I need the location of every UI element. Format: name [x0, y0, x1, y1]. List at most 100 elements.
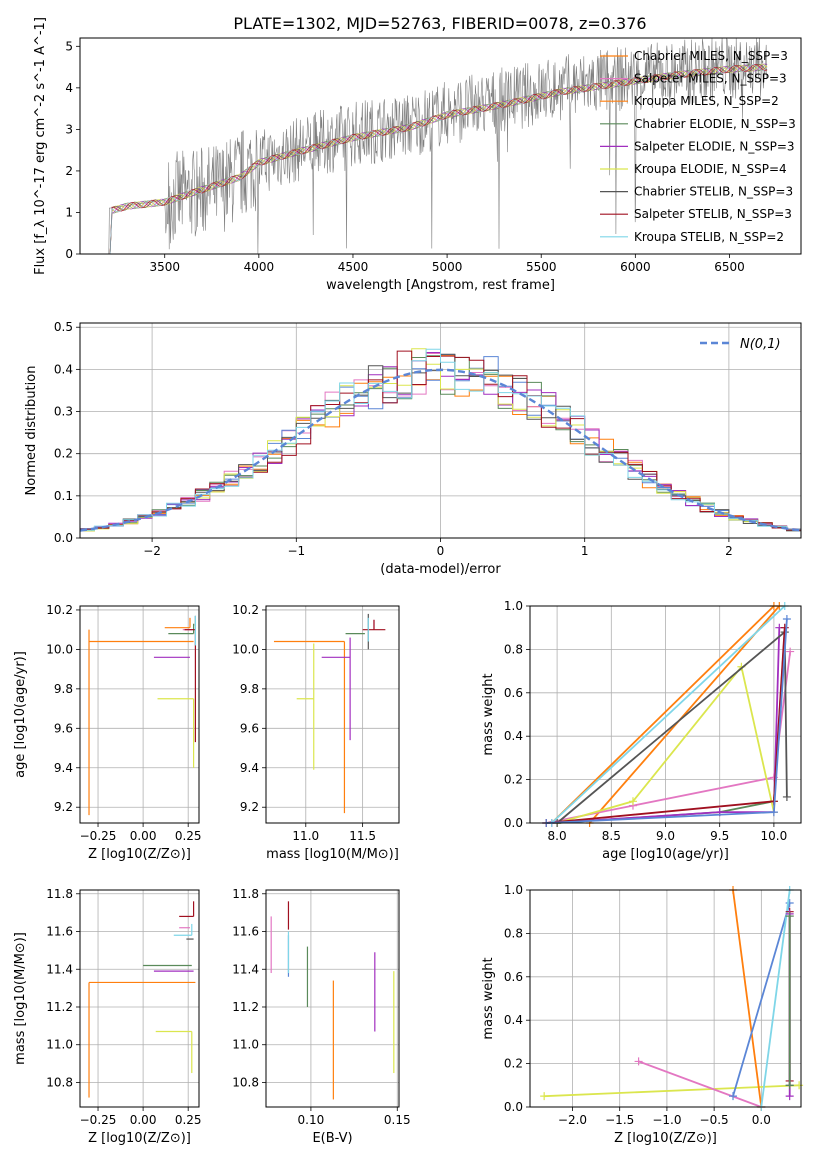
- legend-label: Chabrier STELIB, N_SSP=3: [634, 185, 793, 199]
- x-tick-label: −2.0: [558, 1113, 587, 1127]
- x-tick-label: 0.25: [175, 829, 202, 843]
- y-tick-label: 9.8: [54, 682, 73, 696]
- y-tick-label: 10.2: [46, 603, 73, 617]
- figure-title: PLATE=1302, MJD=52763, FIBERID=0078, z=0…: [233, 14, 646, 33]
- y-tick-label: 0.2: [504, 1057, 523, 1071]
- y-tick-label: 0.4: [504, 1013, 523, 1027]
- y-tick-label: 0.0: [504, 1100, 523, 1114]
- y-tick-label: 0.5: [54, 320, 73, 334]
- x-tick-label: −1.0: [652, 1113, 681, 1127]
- x-tick-label: 0.15: [384, 1113, 411, 1127]
- legend-label: Salpeter STELIB, N_SSP=3: [634, 207, 792, 221]
- x-tick-label: 5500: [526, 260, 557, 274]
- axes-frame: [79, 889, 200, 1108]
- weight-series-line: [544, 1084, 800, 1098]
- x-tick-label: 0.00: [130, 1113, 157, 1127]
- x-tick-label: −1.5: [605, 1113, 634, 1127]
- y-axis-label: mass [log10(M/M⊙)]: [13, 932, 28, 1065]
- y-tick-label: 2: [65, 164, 73, 178]
- x-tick-label: 9.5: [710, 829, 729, 843]
- model-spectrum-line: [108, 64, 768, 255]
- y-tick-label: 0.4: [504, 729, 523, 743]
- y-tick-label: 9.8: [240, 682, 259, 696]
- x-tick-label: 11.5: [349, 829, 376, 843]
- legend-label: Kroupa MILES, N_SSP=2: [634, 94, 779, 108]
- x-tick-label: −2: [143, 544, 161, 558]
- x-tick-label: 10.0: [761, 829, 788, 843]
- weight-marker: [785, 899, 794, 908]
- y-tick-label: 11.0: [232, 1038, 259, 1052]
- weight-series-line: [551, 627, 781, 824]
- y-tick-label: 0: [65, 247, 73, 261]
- x-tick-label: −0.5: [700, 1113, 729, 1127]
- x-tick-label: 8.5: [602, 829, 621, 843]
- y-axis-label: Flux [f_λ 10^-17 erg cm^-2 s^-1 A^-1]: [33, 17, 48, 275]
- y-tick-label: 9.4: [54, 761, 73, 775]
- x-tick-label: 0.10: [298, 1113, 325, 1127]
- x-axis-label: Z [log10(Z/Z⊙)]: [614, 1131, 717, 1146]
- y-tick-label: 11.8: [232, 887, 259, 901]
- axes-frame: [79, 37, 802, 255]
- y-tick-label: 9.4: [240, 761, 259, 775]
- y-tick-label: 0.2: [54, 447, 73, 461]
- y-tick-label: 4: [65, 81, 73, 95]
- axes-frame: [79, 322, 802, 539]
- x-axis-label: age [log10(age/yr)]: [602, 847, 729, 862]
- y-tick-label: 10.2: [232, 603, 259, 617]
- y-tick-label: 3: [65, 122, 73, 136]
- legend-label: N(0,1): [740, 337, 781, 352]
- axes-frame: [265, 889, 400, 1108]
- weight-marker: [769, 808, 778, 817]
- weight-marker: [785, 1092, 794, 1101]
- x-axis-label: Z [log10(Z/Z⊙)]: [88, 1131, 191, 1146]
- axes-frame: [529, 605, 802, 824]
- weight-series-line: [551, 605, 775, 824]
- weight-series-line: [760, 889, 791, 1108]
- weight-series-line: [556, 630, 788, 824]
- age-vs-mass-panel: 11.0 11.5 9.2 9.4 9.6 9.8 10.0 10.2 mass [log10(…: [232, 603, 400, 862]
- y-tick-label: 10.0: [232, 642, 259, 656]
- y-tick-label: 11.8: [46, 887, 73, 901]
- mass-vs-extinction-panel: 0.10 0.15 10.8 11.0 11.2 11.4 11.6 11.8 E(B-V): [232, 887, 410, 1146]
- weight-marker: [785, 912, 794, 921]
- model-spectrum-line: [108, 63, 768, 255]
- x-tick-label: 5000: [432, 260, 463, 274]
- weight-marker: [780, 623, 789, 632]
- x-tick-label: 9.0: [656, 829, 675, 843]
- weight-marker: [729, 1092, 738, 1101]
- y-tick-label: 11.4: [232, 962, 259, 976]
- weight-series-line: [588, 605, 780, 824]
- weight-series-line: [638, 1060, 762, 1108]
- weight-series-line: [732, 889, 763, 1108]
- x-tick-label: 0.0: [752, 1113, 771, 1127]
- x-tick-label: 11.0: [292, 829, 319, 843]
- axes-frame: [265, 605, 400, 824]
- y-tick-label: 1.0: [504, 599, 523, 613]
- x-tick-label: 0.25: [175, 1113, 202, 1127]
- legend-label: Kroupa ELODIE, N_SSP=4: [634, 162, 787, 176]
- x-tick-label: 6500: [714, 260, 745, 274]
- axes-frame: [529, 889, 802, 1108]
- x-tick-label: 0: [437, 544, 445, 558]
- y-axis-label: age [log10(age/yr)]: [13, 651, 28, 778]
- weight-series-line: [556, 664, 775, 824]
- x-tick-label: 4000: [244, 260, 275, 274]
- weight-vs-age-panel: 8.0 8.5 9.0 9.5 10.0 0.0 0.2 0.4 0.6 0.8 1.0 age [l…: [481, 599, 802, 862]
- x-tick-label: −0.25: [80, 1113, 117, 1127]
- y-tick-label: 0.2: [504, 773, 523, 787]
- y-tick-label: 0.6: [504, 970, 523, 984]
- y-tick-label: 9.2: [240, 800, 259, 814]
- residual-histogram-panel: −2 −1 0 1 2 0.0 0.1 0.2 0.3 0.4 0.5 (data-model)/er…: [24, 320, 802, 577]
- x-axis-label: wavelength [Angstrom, rest frame]: [326, 278, 555, 293]
- y-tick-label: 11.2: [232, 1000, 259, 1014]
- x-tick-label: 3500: [149, 260, 180, 274]
- legend-label: Salpeter ELODIE, N_SSP=3: [634, 139, 795, 153]
- y-tick-label: 1.0: [504, 883, 523, 897]
- y-axis-label: mass weight: [481, 673, 496, 755]
- weight-marker: [795, 1081, 804, 1090]
- y-tick-label: 9.6: [240, 721, 259, 735]
- x-axis-label: E(B-V): [312, 1131, 352, 1146]
- y-tick-label: 1: [65, 205, 73, 219]
- legend-label: Kroupa STELIB, N_SSP=2: [634, 230, 784, 244]
